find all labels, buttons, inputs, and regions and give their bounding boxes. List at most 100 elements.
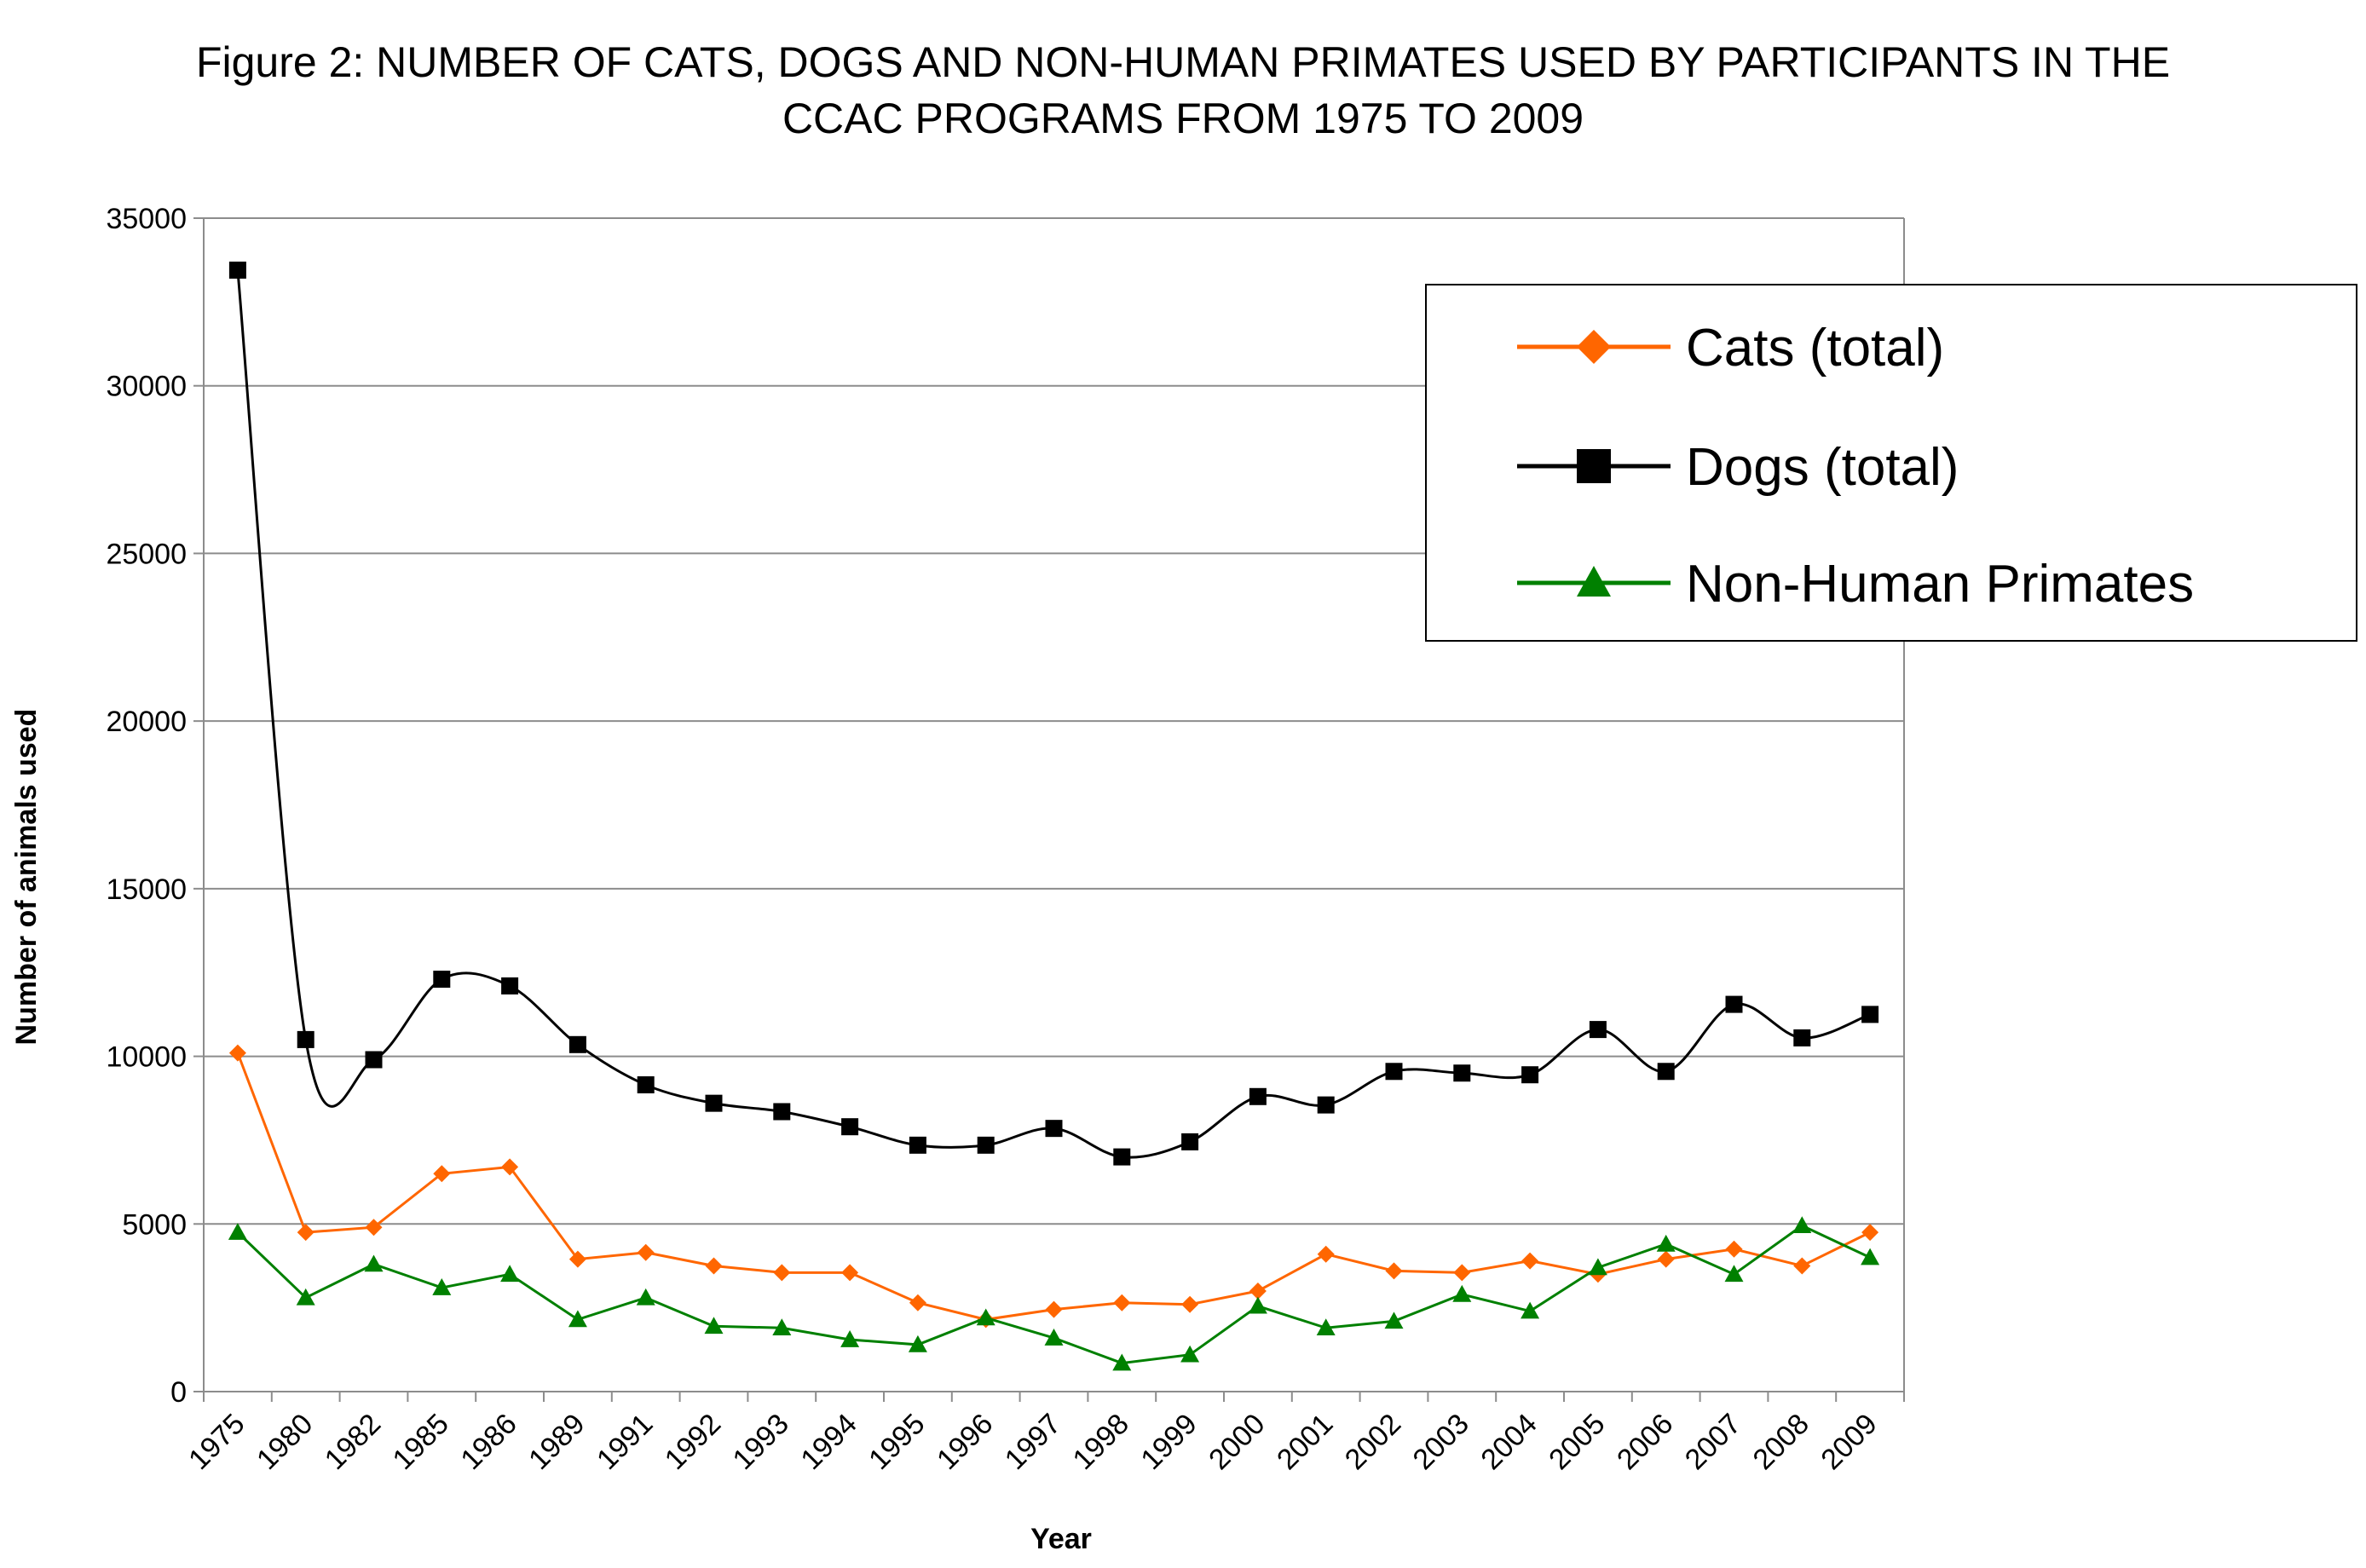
- data-point: [1249, 1282, 1267, 1300]
- data-point: [705, 1094, 723, 1112]
- x-tick-label: 2002: [1339, 1408, 1407, 1476]
- x-tick-label: 1996: [931, 1408, 999, 1476]
- data-point: [976, 1308, 995, 1326]
- y-tick-label: 25000: [106, 538, 187, 570]
- x-tick-label: 2003: [1407, 1408, 1475, 1476]
- data-point: [705, 1257, 723, 1275]
- data-point: [704, 1317, 724, 1335]
- data-point: [1249, 1087, 1267, 1105]
- data-point: [500, 1265, 520, 1283]
- data-point: [1861, 1224, 1879, 1242]
- x-tick-label: 1993: [727, 1408, 795, 1476]
- data-point: [228, 261, 246, 279]
- data-point: [1521, 1066, 1539, 1084]
- data-point: [908, 1335, 927, 1352]
- data-point: [501, 1158, 519, 1176]
- data-point: [1521, 1252, 1539, 1270]
- data-point: [1112, 1353, 1132, 1371]
- y-axis-title: Number of animals used: [10, 709, 43, 1046]
- data-point: [501, 977, 519, 994]
- data-point: [1657, 1063, 1675, 1081]
- legend-item: Non-Human Primates: [1517, 555, 2194, 614]
- x-tick-label: 1999: [1134, 1408, 1203, 1476]
- data-point: [1384, 1311, 1404, 1329]
- data-point: [297, 1030, 315, 1048]
- data-point: [773, 1103, 791, 1121]
- data-point: [568, 1035, 586, 1053]
- data-point: [1793, 1029, 1811, 1046]
- y-tick-label: 30000: [106, 371, 187, 403]
- data-point: [1452, 1284, 1472, 1302]
- data-point: [1861, 1006, 1879, 1023]
- data-point: [297, 1224, 315, 1242]
- data-point: [365, 1219, 383, 1237]
- data-point: [432, 1278, 452, 1295]
- data-point: [977, 1136, 995, 1154]
- data-point: [773, 1264, 791, 1282]
- data-point: [1045, 1300, 1063, 1318]
- data-point: [1113, 1148, 1131, 1166]
- y-tick-label: 20000: [106, 706, 187, 738]
- chart-title: Figure 2: NUMBER OF CATS, DOGS AND NON-H…: [195, 38, 2171, 142]
- data-point: [228, 1223, 247, 1240]
- data-point: [1657, 1250, 1675, 1268]
- data-point: [1385, 1262, 1403, 1280]
- data-point: [1725, 995, 1743, 1013]
- x-tick-label: 2004: [1474, 1408, 1543, 1476]
- data-point: [1180, 1345, 1200, 1363]
- data-point: [568, 1310, 587, 1328]
- x-tick-label: 1980: [251, 1408, 319, 1476]
- legend-swatch-marker: [1577, 330, 1611, 364]
- data-point: [1045, 1120, 1063, 1138]
- legend-swatch-marker: [1577, 449, 1611, 483]
- x-tick-label: 1982: [319, 1408, 387, 1476]
- data-point: [1453, 1264, 1471, 1282]
- x-tick-label: 2001: [1271, 1408, 1339, 1476]
- dogs-series: [228, 261, 1879, 1166]
- data-point: [1453, 1064, 1471, 1082]
- data-point: [1317, 1245, 1335, 1263]
- legend-label: Dogs (total): [1686, 438, 1959, 497]
- x-tick-label: 1975: [182, 1408, 251, 1476]
- data-point: [568, 1250, 586, 1268]
- x-tick-label: 1995: [863, 1408, 931, 1476]
- legend: Cats (total) Dogs (total) Non-Human Primat…: [1425, 284, 2357, 642]
- x-tick-label: 1991: [591, 1408, 659, 1476]
- x-tick-label: 2005: [1543, 1408, 1611, 1476]
- data-point: [1588, 1258, 1607, 1276]
- y-tick-label: 15000: [106, 873, 187, 906]
- data-point: [1793, 1257, 1811, 1275]
- data-point: [1316, 1318, 1336, 1336]
- y-axis: 0 5000 10000 15000 20000 25000 30000 35000: [106, 203, 204, 1409]
- x-tick-label: 2006: [1611, 1408, 1679, 1476]
- data-point: [909, 1294, 926, 1311]
- data-point: [1589, 1021, 1607, 1039]
- data-point: [841, 1118, 859, 1136]
- x-tick-label: 2008: [1747, 1408, 1815, 1476]
- data-point: [1861, 1248, 1880, 1265]
- data-point: [1724, 1265, 1744, 1283]
- y-tick-label: 0: [170, 1376, 187, 1409]
- data-point: [1656, 1234, 1676, 1252]
- primates-series: [228, 1216, 1880, 1371]
- data-point: [772, 1318, 792, 1336]
- x-tick-label: 1997: [999, 1408, 1067, 1476]
- data-point: [296, 1288, 315, 1306]
- x-tick-label: 2007: [1679, 1408, 1747, 1476]
- x-tick-label: 2009: [1815, 1408, 1883, 1476]
- data-point: [1521, 1301, 1540, 1319]
- data-point: [1385, 1063, 1403, 1081]
- legend-label: Cats (total): [1686, 319, 1944, 378]
- data-point: [841, 1264, 859, 1282]
- x-tick-label: 1994: [794, 1408, 863, 1476]
- x-axis: 1975 1980 1982 1985 1986 1989 1991 1992 1993 1994…: [182, 1392, 1905, 1476]
- data-point: [840, 1330, 860, 1347]
- x-tick-label: 1989: [522, 1408, 591, 1476]
- data-point: [1317, 1096, 1335, 1114]
- data-point: [1113, 1294, 1131, 1311]
- data-point: [1248, 1296, 1267, 1314]
- data-point: [364, 1254, 384, 1272]
- x-tick-label: 2000: [1203, 1408, 1271, 1476]
- data-point: [636, 1288, 655, 1306]
